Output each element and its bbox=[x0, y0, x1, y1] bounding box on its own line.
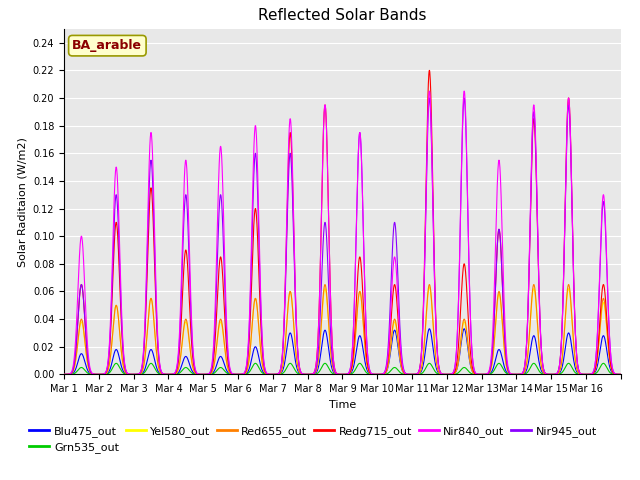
Redg715_out bbox=[236, 372, 244, 377]
Blu475_out bbox=[617, 372, 625, 377]
Nir840_out bbox=[542, 371, 550, 376]
Nir840_out bbox=[617, 372, 625, 377]
Line: Grn535_out: Grn535_out bbox=[64, 363, 621, 374]
Grn535_out bbox=[116, 365, 124, 371]
Line: Nir945_out: Nir945_out bbox=[64, 98, 621, 374]
Yel580_out bbox=[426, 285, 433, 290]
Grn535_out bbox=[510, 372, 518, 377]
Red655_out bbox=[510, 372, 518, 377]
Red655_out bbox=[609, 370, 617, 376]
Nir840_out bbox=[510, 372, 518, 377]
Redg715_out bbox=[426, 68, 433, 73]
Redg715_out bbox=[609, 370, 617, 375]
Nir945_out bbox=[60, 372, 68, 377]
Blu475_out bbox=[60, 372, 68, 377]
Nir840_out bbox=[116, 243, 124, 249]
Grn535_out bbox=[376, 372, 383, 377]
Yel580_out bbox=[60, 372, 68, 377]
Blu475_out bbox=[542, 372, 550, 377]
Nir945_out bbox=[376, 372, 383, 377]
Blu475_out bbox=[511, 372, 518, 377]
Red655_out bbox=[60, 372, 68, 377]
Blu475_out bbox=[609, 371, 617, 377]
Red655_out bbox=[116, 329, 124, 335]
Red655_out bbox=[617, 372, 625, 377]
Redg715_out bbox=[376, 372, 383, 377]
Red655_out bbox=[564, 282, 572, 288]
Redg715_out bbox=[510, 372, 518, 377]
Nir945_out bbox=[542, 371, 550, 376]
Red655_out bbox=[376, 372, 383, 377]
Nir945_out bbox=[510, 372, 518, 377]
Grn535_out bbox=[600, 360, 607, 366]
Blu475_out bbox=[376, 372, 384, 377]
Grn535_out bbox=[617, 372, 625, 377]
Line: Blu475_out: Blu475_out bbox=[64, 329, 621, 374]
Red655_out bbox=[541, 371, 549, 377]
Yel580_out bbox=[376, 372, 383, 377]
Line: Nir840_out: Nir840_out bbox=[64, 91, 621, 374]
Nir840_out bbox=[236, 372, 244, 377]
X-axis label: Time: Time bbox=[329, 400, 356, 409]
Blu475_out bbox=[460, 326, 468, 332]
Red655_out bbox=[236, 372, 244, 377]
Redg715_out bbox=[116, 277, 124, 283]
Nir840_out bbox=[376, 372, 383, 377]
Grn535_out bbox=[609, 372, 617, 377]
Nir945_out bbox=[609, 368, 617, 373]
Yel580_out bbox=[609, 370, 617, 376]
Line: Yel580_out: Yel580_out bbox=[64, 288, 621, 374]
Grn535_out bbox=[236, 372, 244, 377]
Nir840_out bbox=[60, 372, 68, 377]
Y-axis label: Solar Raditaion (W/m2): Solar Raditaion (W/m2) bbox=[17, 137, 27, 266]
Nir945_out bbox=[116, 260, 124, 266]
Text: BA_arable: BA_arable bbox=[72, 39, 142, 52]
Line: Red655_out: Red655_out bbox=[64, 285, 621, 374]
Nir945_out bbox=[460, 95, 468, 101]
Title: Reflected Solar Bands: Reflected Solar Bands bbox=[258, 9, 427, 24]
Redg715_out bbox=[60, 372, 68, 377]
Yel580_out bbox=[116, 329, 124, 335]
Yel580_out bbox=[542, 371, 550, 377]
Grn535_out bbox=[60, 372, 68, 377]
Grn535_out bbox=[541, 372, 549, 377]
Line: Redg715_out: Redg715_out bbox=[64, 71, 621, 374]
Yel580_out bbox=[510, 372, 518, 377]
Yel580_out bbox=[617, 372, 625, 377]
Redg715_out bbox=[542, 371, 550, 376]
Blu475_out bbox=[236, 372, 244, 377]
Nir945_out bbox=[617, 372, 625, 377]
Yel580_out bbox=[236, 372, 244, 377]
Blu475_out bbox=[200, 372, 207, 377]
Nir840_out bbox=[609, 368, 617, 373]
Legend: Blu475_out, Grn535_out, Yel580_out, Red655_out, Redg715_out, Nir840_out, Nir945_: Blu475_out, Grn535_out, Yel580_out, Red6… bbox=[25, 421, 601, 458]
Nir945_out bbox=[236, 372, 244, 377]
Blu475_out bbox=[116, 356, 124, 362]
Redg715_out bbox=[617, 372, 625, 377]
Nir840_out bbox=[460, 88, 468, 94]
